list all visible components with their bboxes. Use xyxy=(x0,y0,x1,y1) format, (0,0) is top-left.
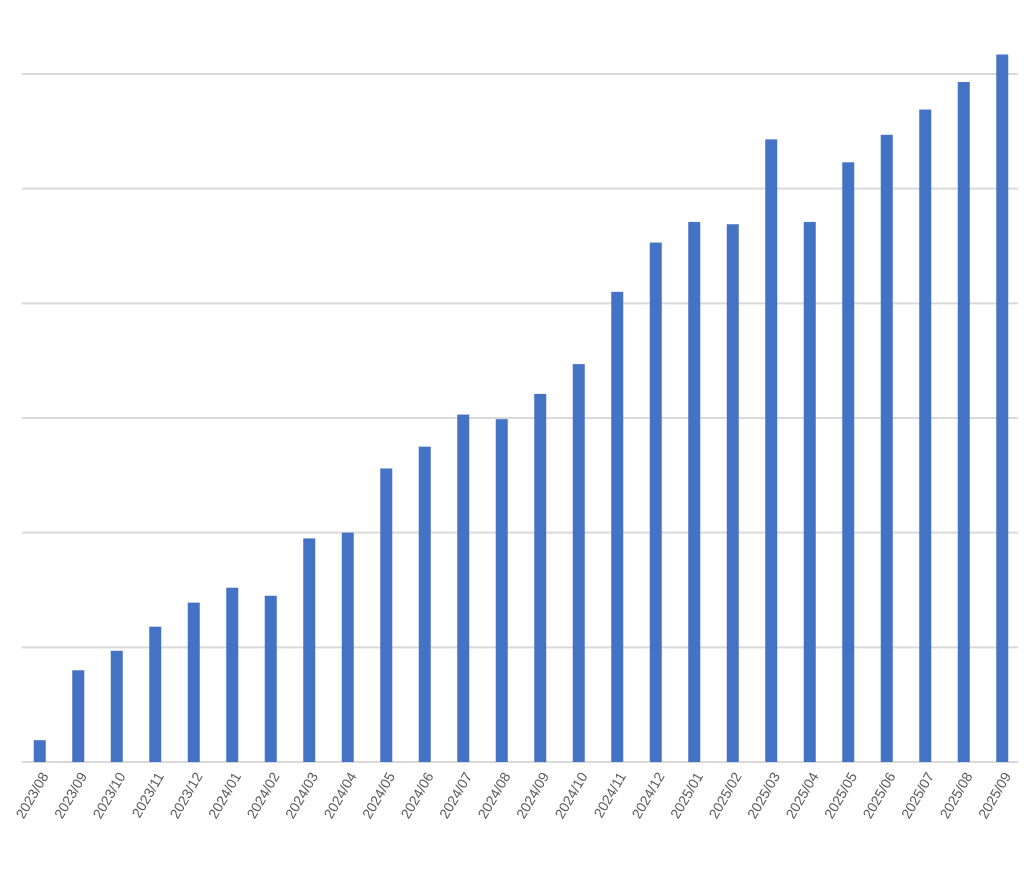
x-tick-label: 2025/06 xyxy=(859,769,898,821)
bar xyxy=(226,587,239,762)
x-tick-label: 2024/07 xyxy=(436,769,475,821)
bar xyxy=(72,670,85,762)
bar xyxy=(688,221,701,763)
bar xyxy=(187,602,200,762)
x-tick-label: 2023/08 xyxy=(12,769,51,821)
bar xyxy=(803,221,816,763)
bar xyxy=(418,446,431,762)
x-tick-label: 2023/12 xyxy=(166,769,205,821)
bar xyxy=(957,82,970,762)
x-tick-label: 2025/07 xyxy=(898,769,937,821)
x-axis-tick-labels: 2023/08 2023/09 2023/10 2023/11 2023/12 2024/… xyxy=(12,769,1014,821)
gridlines xyxy=(22,73,1018,763)
bar xyxy=(572,364,585,762)
bar xyxy=(534,393,547,762)
x-tick-label: 2024/10 xyxy=(551,769,590,821)
x-tick-label: 2024/12 xyxy=(628,769,667,821)
bar xyxy=(649,242,662,762)
x-tick-label: 2024/05 xyxy=(359,769,398,821)
bar xyxy=(457,414,470,762)
x-tick-label: 2025/03 xyxy=(744,769,783,821)
x-tick-label: 2024/08 xyxy=(474,769,513,821)
x-tick-label: 2025/01 xyxy=(667,769,706,821)
bar xyxy=(303,538,316,762)
bar xyxy=(380,468,393,762)
x-tick-label: 2023/11 xyxy=(128,769,167,820)
bar xyxy=(611,291,624,762)
bar xyxy=(996,54,1009,763)
x-tick-label: 2023/10 xyxy=(89,769,128,821)
x-tick-label: 2025/02 xyxy=(705,769,744,821)
bar xyxy=(726,224,739,763)
x-tick-label: 2024/09 xyxy=(513,769,552,821)
x-tick-label: 2024/02 xyxy=(243,769,282,821)
bar xyxy=(765,139,778,763)
x-tick-label: 2024/11 xyxy=(590,769,629,820)
bar xyxy=(495,419,508,762)
bar xyxy=(264,595,277,762)
x-tick-label: 2025/05 xyxy=(821,769,860,821)
x-tick-label: 2023/09 xyxy=(51,769,90,821)
x-tick-label: 2025/09 xyxy=(975,769,1014,821)
x-tick-label: 2024/06 xyxy=(397,769,436,821)
x-tick-label: 2025/04 xyxy=(782,769,821,821)
bar xyxy=(33,740,46,762)
bar xyxy=(341,532,354,762)
bar xyxy=(842,162,855,762)
bar xyxy=(110,650,123,762)
x-tick-label: 2025/08 xyxy=(936,769,975,821)
bar xyxy=(919,109,932,762)
bars xyxy=(33,54,1009,763)
bar xyxy=(149,626,162,762)
bar xyxy=(880,134,893,763)
x-tick-label: 2024/03 xyxy=(282,769,321,821)
x-tick-label: 2024/01 xyxy=(205,769,244,821)
x-tick-label: 2024/04 xyxy=(320,769,359,821)
